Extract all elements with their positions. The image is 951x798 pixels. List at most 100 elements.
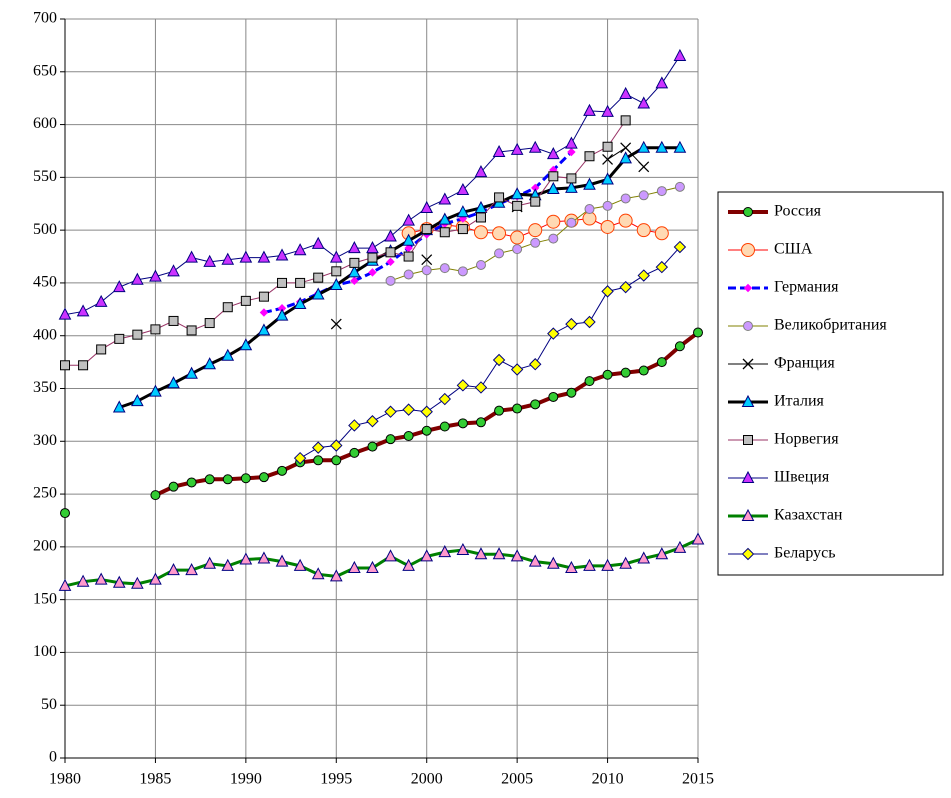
legend-box xyxy=(717,191,944,576)
marker xyxy=(619,280,632,294)
marker xyxy=(601,285,614,298)
marker xyxy=(637,269,650,282)
marker xyxy=(474,165,488,178)
series-line xyxy=(65,120,627,366)
marker xyxy=(566,217,577,228)
legend-label: Россия xyxy=(774,203,822,220)
marker xyxy=(185,250,198,263)
legend-marker xyxy=(743,321,753,331)
x-tick-label: 2015 xyxy=(682,771,714,788)
marker xyxy=(637,96,651,109)
marker xyxy=(60,360,70,371)
marker xyxy=(420,549,434,562)
marker xyxy=(456,542,470,556)
marker xyxy=(257,323,271,336)
marker xyxy=(349,447,360,458)
marker xyxy=(546,214,561,229)
marker xyxy=(637,140,651,153)
marker xyxy=(602,153,614,165)
marker xyxy=(546,556,560,569)
marker xyxy=(349,257,360,268)
marker xyxy=(530,399,541,410)
marker xyxy=(329,250,343,263)
marker xyxy=(258,291,269,302)
marker xyxy=(620,367,631,378)
marker xyxy=(367,252,378,263)
marker xyxy=(150,324,161,335)
marker xyxy=(149,269,162,282)
marker xyxy=(619,556,632,569)
legend-label: Норвегия xyxy=(774,431,839,448)
marker xyxy=(567,147,576,157)
marker xyxy=(149,384,162,397)
marker xyxy=(131,394,144,407)
marker xyxy=(168,481,179,492)
y-tick-label: 500 xyxy=(33,221,57,238)
marker xyxy=(366,241,379,254)
marker xyxy=(655,140,669,153)
marker xyxy=(492,353,506,367)
marker xyxy=(600,219,615,234)
marker xyxy=(510,187,524,200)
marker xyxy=(331,266,342,277)
y-tick-label: 0 xyxy=(49,749,57,766)
marker xyxy=(348,419,361,432)
marker xyxy=(566,173,577,184)
legend-marker xyxy=(743,207,753,217)
marker xyxy=(654,226,669,241)
legend-marker xyxy=(743,435,753,445)
marker xyxy=(566,387,577,398)
marker xyxy=(384,549,397,562)
marker xyxy=(112,575,126,588)
y-tick-label: 50 xyxy=(41,696,57,713)
marker xyxy=(367,441,378,452)
legend-marker xyxy=(741,508,755,521)
marker xyxy=(167,264,180,277)
marker xyxy=(548,233,559,244)
x-tick-label: 1995 xyxy=(320,771,352,788)
marker xyxy=(293,451,307,465)
y-tick-label: 300 xyxy=(33,432,57,449)
marker xyxy=(204,318,215,329)
marker xyxy=(311,567,325,580)
marker xyxy=(421,224,432,235)
marker xyxy=(546,147,560,160)
marker xyxy=(313,455,324,466)
marker xyxy=(620,142,632,154)
marker xyxy=(528,223,543,238)
marker xyxy=(475,212,486,223)
marker xyxy=(58,307,72,320)
marker xyxy=(620,193,631,204)
marker xyxy=(492,144,506,158)
marker xyxy=(602,369,613,380)
x-tick-label: 1985 xyxy=(139,771,171,788)
marker xyxy=(150,490,161,501)
marker xyxy=(492,226,507,241)
marker xyxy=(584,204,595,215)
marker xyxy=(76,574,90,587)
marker xyxy=(331,455,342,466)
marker xyxy=(221,558,235,571)
legend-marker xyxy=(741,470,755,483)
marker xyxy=(530,196,541,207)
marker xyxy=(602,200,613,211)
marker xyxy=(510,549,524,562)
marker xyxy=(421,425,432,436)
y-tick-label: 150 xyxy=(33,590,57,607)
legend-label: Беларусь xyxy=(774,545,836,562)
y-tick-label: 400 xyxy=(33,326,57,343)
marker xyxy=(167,563,180,576)
y-tick-label: 200 xyxy=(33,538,57,555)
legend-marker xyxy=(741,394,755,407)
marker xyxy=(638,190,649,201)
marker xyxy=(584,151,595,162)
marker xyxy=(167,376,180,389)
marker xyxy=(186,325,197,336)
marker xyxy=(474,381,488,394)
marker xyxy=(402,233,415,246)
marker xyxy=(402,558,415,571)
marker xyxy=(438,212,452,225)
marker xyxy=(168,315,179,326)
